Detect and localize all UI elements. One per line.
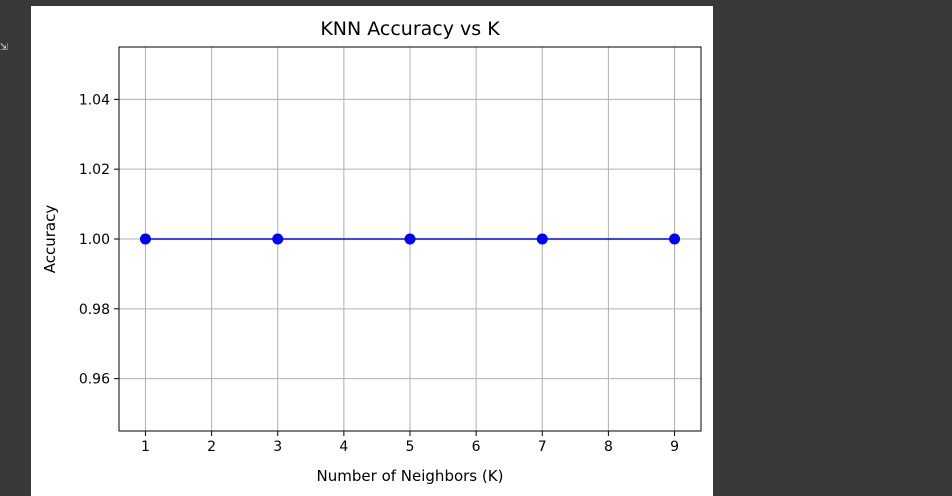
- y-tick-label: 1.02: [79, 162, 110, 178]
- cell-gutter: ⇲: [0, 0, 31, 496]
- x-tick-label: 4: [339, 439, 348, 455]
- chart-title: KNN Accuracy vs K: [320, 18, 500, 40]
- output-collapse-icon[interactable]: ⇲: [0, 39, 8, 54]
- x-tick-label: 1: [141, 439, 150, 455]
- x-axis-label: Number of Neighbors (K): [317, 467, 504, 485]
- x-tick-label: 7: [538, 439, 547, 455]
- x-tick-label: 2: [207, 439, 216, 455]
- y-tick-label: 0.98: [79, 302, 110, 318]
- data-point: [536, 233, 548, 245]
- cell-top-strip: [31, 0, 713, 6]
- data-point: [139, 233, 151, 245]
- series-layer: [139, 233, 681, 245]
- y-tick-label: 0.96: [79, 372, 110, 388]
- x-tick-label: 9: [670, 439, 679, 455]
- line-chart: 1 2 3 4 5 6 7 8 9 0.96 0.98 1.00 1.02 1.04 KNN Accura…: [41, 18, 702, 485]
- x-tick-label: 3: [273, 439, 282, 455]
- data-point: [404, 233, 416, 245]
- data-point: [669, 233, 681, 245]
- grid-layer: [119, 47, 701, 431]
- y-axis-label: Accuracy: [41, 205, 59, 274]
- right-pane: [713, 0, 952, 496]
- tick-layer: 1 2 3 4 5 6 7 8 9 0.96 0.98 1.00 1.02 1.04: [79, 92, 679, 455]
- y-tick-label: 1.00: [79, 232, 110, 248]
- x-tick-label: 5: [406, 439, 415, 455]
- chart-figure: 1 2 3 4 5 6 7 8 9 0.96 0.98 1.00 1.02 1.04 KNN Accura…: [31, 6, 713, 496]
- data-point: [272, 233, 284, 245]
- x-tick-label: 8: [604, 439, 613, 455]
- y-tick-label: 1.04: [79, 92, 110, 108]
- x-tick-label: 6: [472, 439, 481, 455]
